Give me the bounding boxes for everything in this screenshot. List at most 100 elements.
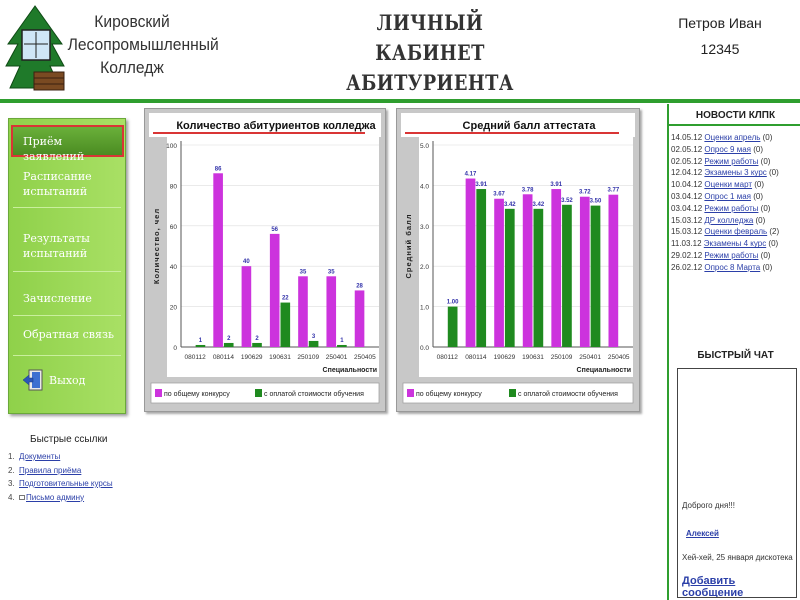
news-count: (0) [752,180,765,190]
quick-link-courses[interactable]: Подготовительные курсы [19,479,113,488]
news-link[interactable]: Опрос 8 Марта [704,262,761,272]
y-axis-label: Средний балл [404,213,413,278]
x-tick-label: 190631 [269,354,291,361]
legend-label: по общему конкурсу [416,390,482,398]
menu-item-results[interactable]: Результаты испытаний [9,231,109,261]
chart-bar [326,276,337,347]
news-item: 10.04.12 Оценки март (0) [671,179,800,191]
quick-links-list: 1. Документы 2. Правила приёма 3. Подготови… [8,450,113,504]
data-label: 40 [243,259,250,265]
chat-author-link[interactable]: Алексей [686,529,719,538]
chart-bar [533,208,544,347]
news-count: (0) [753,215,766,225]
page-title-line1: ЛИЧНЫЙ КАБИНЕТ [375,10,485,65]
x-tick-label: 080112 [185,354,207,361]
x-tick-label: 080114 [213,354,235,361]
data-label: 3.42 [533,202,545,208]
chart-title: Средний балл аттестата [463,120,597,132]
page-header: Кировский Лесопромышленный Колледж ЛИЧНЫ… [0,0,800,100]
chart-bar [562,204,572,347]
data-label: 3.42 [504,202,516,208]
menu-item-label: Выход [49,374,86,387]
data-label: 3.78 [522,187,534,193]
chart-panel-applicants: Количество абитуриентов колледжа 0 20 40 60 8… [144,108,386,412]
chart-bar [551,189,562,347]
news-link[interactable]: Экзамены 3 курс [704,168,767,178]
add-message-link[interactable]: Добавить сообщение [682,575,744,598]
y-tick-label: 20 [170,305,178,312]
quick-link-documents[interactable]: Документы [19,452,61,461]
news-item: 12.04.12 Экзамены 3 курс (0) [671,167,800,179]
data-label: 3.91 [550,182,562,188]
y-tick-label: 80 [170,183,178,190]
news-link[interactable]: Оценки апрель [704,133,761,142]
x-tick-label: 080112 [437,354,459,361]
news-link[interactable]: Режим работы [704,203,759,213]
quick-link-admin-mail[interactable]: Письмо админу [26,492,85,502]
news-link[interactable]: Опрос 1 мая [704,191,752,201]
y-tick-label: 100 [166,143,177,150]
news-link[interactable]: Опрос 9 мая [704,144,752,154]
menu-item-feedback[interactable]: Обратная связь [9,327,125,342]
menu-item-label: Зачисление [23,292,92,305]
legend-box [402,382,634,404]
menu-item-applications[interactable]: Приём заявлений [11,125,124,163]
x-tick-label: 250109 [297,354,319,361]
news-link[interactable]: Режим работы [704,156,759,166]
chart-bar [213,173,223,347]
news-item: 14.05.12 Оценки апрель (0) [671,132,800,144]
data-label: 1 [340,338,344,344]
legend-label: с оплатой стоимости обучения [518,390,618,398]
news-link[interactable]: Режим работы [704,250,759,260]
x-tick-label: 190631 [522,354,544,361]
chart-bar [494,198,504,347]
college-name-line3: Колледж [100,58,164,77]
x-axis-label: Специальности [323,367,377,374]
y-axis-label: Количество, чел [152,208,161,284]
user-name: Петров Иван [678,15,762,31]
chart-bar [223,342,234,347]
legend-swatch [509,389,516,397]
menu-item-label: Обратная связь [23,328,114,341]
chart-bar [241,266,252,347]
quick-link-number: 3. [8,479,15,488]
news-link[interactable]: Экзамены 4 курс [703,239,767,249]
news-date: 02.05.12 [671,144,705,154]
chart-applicants: Количество абитуриентов колледжа 0 20 40 60 8… [149,113,381,404]
x-tick-label: 080114 [465,354,487,361]
news-date: 14.05.12 [671,133,705,142]
news-count: (0) [760,262,773,272]
right-sidebar: НОВОСТИ КЛПК 14.05.12 Оценки апрель (0) 0… [667,104,800,600]
data-label: 1.00 [447,300,459,306]
chart-bar [354,290,365,347]
menu-item-label: Расписание испытаний [23,170,92,198]
user-id: 12345 [700,41,740,57]
data-label: 3.91 [475,182,487,188]
menu-item-schedule[interactable]: Расписание испытаний [9,169,109,199]
menu-item-label: Результаты испытаний [23,232,90,260]
news-count: (0) [758,156,771,166]
menu-item-enrollment[interactable]: Зачисление [9,291,125,306]
data-label: 86 [215,166,222,172]
quick-link-item: 3. Подготовительные курсы [8,477,113,491]
mail-icon [19,494,25,500]
college-logo [5,5,65,91]
data-label: 3.52 [561,198,573,204]
page-title: ЛИЧНЫЙ КАБИНЕТ АБИТУРИЕНТА [320,8,541,98]
legend-swatch [155,389,162,397]
chart-bar [269,233,280,347]
news-link[interactable]: Оценки март [704,180,753,190]
x-tick-label: 250401 [326,354,348,361]
quick-link-rules[interactable]: Правила приёма [19,465,82,475]
news-link[interactable]: Оценки февраль [704,227,768,237]
y-tick-label: 60 [170,224,178,231]
data-label: 35 [328,269,335,275]
data-label: 22 [282,296,289,302]
news-date: 02.05.12 [671,156,705,166]
chat-message: Доброго дня!!! [682,501,735,510]
college-name-line2: Лесопромышленный [67,35,219,54]
menu-item-logout[interactable]: Выход [9,373,125,388]
chat-box[interactable]: Доброго дня!!! Алексей Хей-хей, 25 январ… [677,368,797,598]
news-item: 03.04.12 Опрос 1 мая (0) [671,191,800,203]
news-link[interactable]: ДР колледжа [704,215,754,225]
